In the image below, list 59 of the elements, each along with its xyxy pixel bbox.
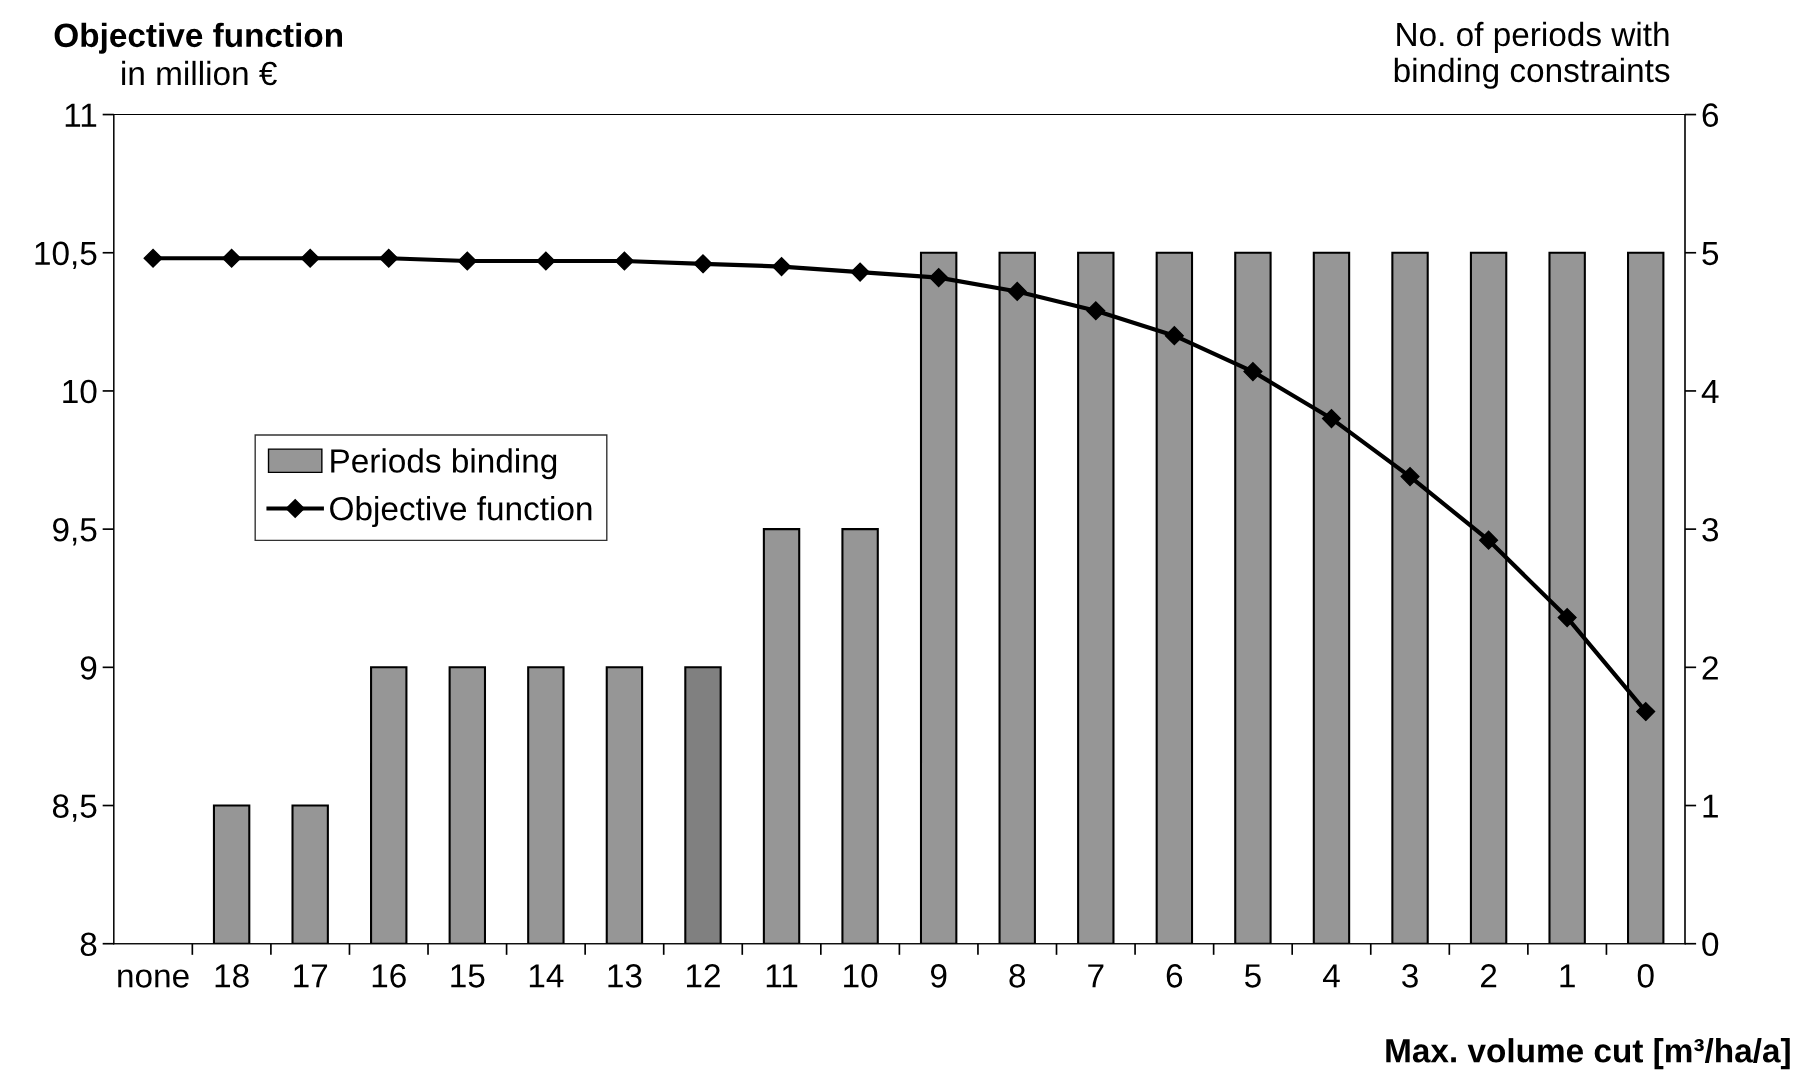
y2-tick-label: 1 — [1703, 794, 1718, 818]
point — [379, 248, 399, 268]
point — [300, 248, 320, 268]
x-tick-label: 14 — [529, 964, 564, 988]
y-tick-label: 9,5 — [53, 517, 97, 546]
x-tick-label: 7 — [1088, 964, 1104, 988]
point — [143, 248, 163, 268]
x-tick-label: 9 — [930, 964, 947, 988]
x-tick-label: 5 — [1244, 964, 1261, 988]
point — [1400, 467, 1420, 487]
y-tick-label: 8 — [80, 932, 97, 957]
x-tick-label: 18 — [215, 964, 249, 988]
x-tick-label: 0 — [1637, 964, 1654, 988]
y-tick-label: 8,5 — [52, 794, 97, 822]
point — [850, 262, 870, 282]
y-tick-label: 10 — [63, 379, 97, 404]
point — [1007, 281, 1027, 301]
point — [1636, 702, 1656, 722]
legend-label: Objective function — [330, 496, 592, 528]
y2-tick-label: 6 — [1702, 103, 1719, 127]
x-tick-label: none — [118, 969, 189, 988]
x-tick-label: 2 — [1481, 964, 1497, 988]
x-tick-label: 10 — [844, 964, 878, 988]
x-tick-label: 12 — [686, 964, 720, 988]
point — [772, 257, 792, 277]
point — [1479, 530, 1499, 550]
point — [693, 254, 713, 274]
x-tick-label: 6 — [1166, 964, 1183, 988]
x-tick-label: 11 — [766, 964, 798, 988]
point — [1243, 362, 1263, 382]
y2-tick-label: 0 — [1702, 932, 1719, 957]
point — [1086, 301, 1106, 321]
x-tick-label: 1 — [1560, 964, 1575, 988]
x-tick-label: 17 — [294, 964, 328, 988]
y2-tick-label: 2 — [1702, 656, 1718, 680]
y-axis-title: Objective function in million € — [54, 22, 342, 86]
x-tick-label: 13 — [608, 964, 642, 988]
y2-tick-label: 4 — [1701, 380, 1719, 404]
point — [1557, 608, 1577, 628]
point — [536, 251, 556, 271]
y2-tick-label: 5 — [1702, 241, 1719, 266]
y2-axis-title: No. of periods with binding constraints — [1394, 21, 1670, 89]
y-tick-label: 10,5 — [35, 241, 97, 270]
legend-label: Periods binding — [331, 448, 557, 480]
x-tick-label: 3 — [1402, 964, 1418, 988]
point — [614, 251, 634, 271]
point — [457, 251, 477, 271]
x-tick-label: 8 — [1009, 964, 1026, 988]
point — [929, 268, 949, 288]
x-tick-label: 4 — [1322, 964, 1340, 988]
point — [222, 248, 242, 268]
x-tick-label: 16 — [372, 964, 406, 988]
y-tick-label: 9 — [80, 656, 97, 680]
x-axis-title: Max. volume cut [m³/ha/a] — [1386, 1038, 1790, 1070]
x-tick-label: 15 — [451, 964, 485, 988]
point — [1164, 326, 1184, 346]
y-tick-label: 11 — [65, 103, 97, 127]
y2-tick-label: 3 — [1702, 517, 1719, 542]
point — [1321, 409, 1342, 429]
